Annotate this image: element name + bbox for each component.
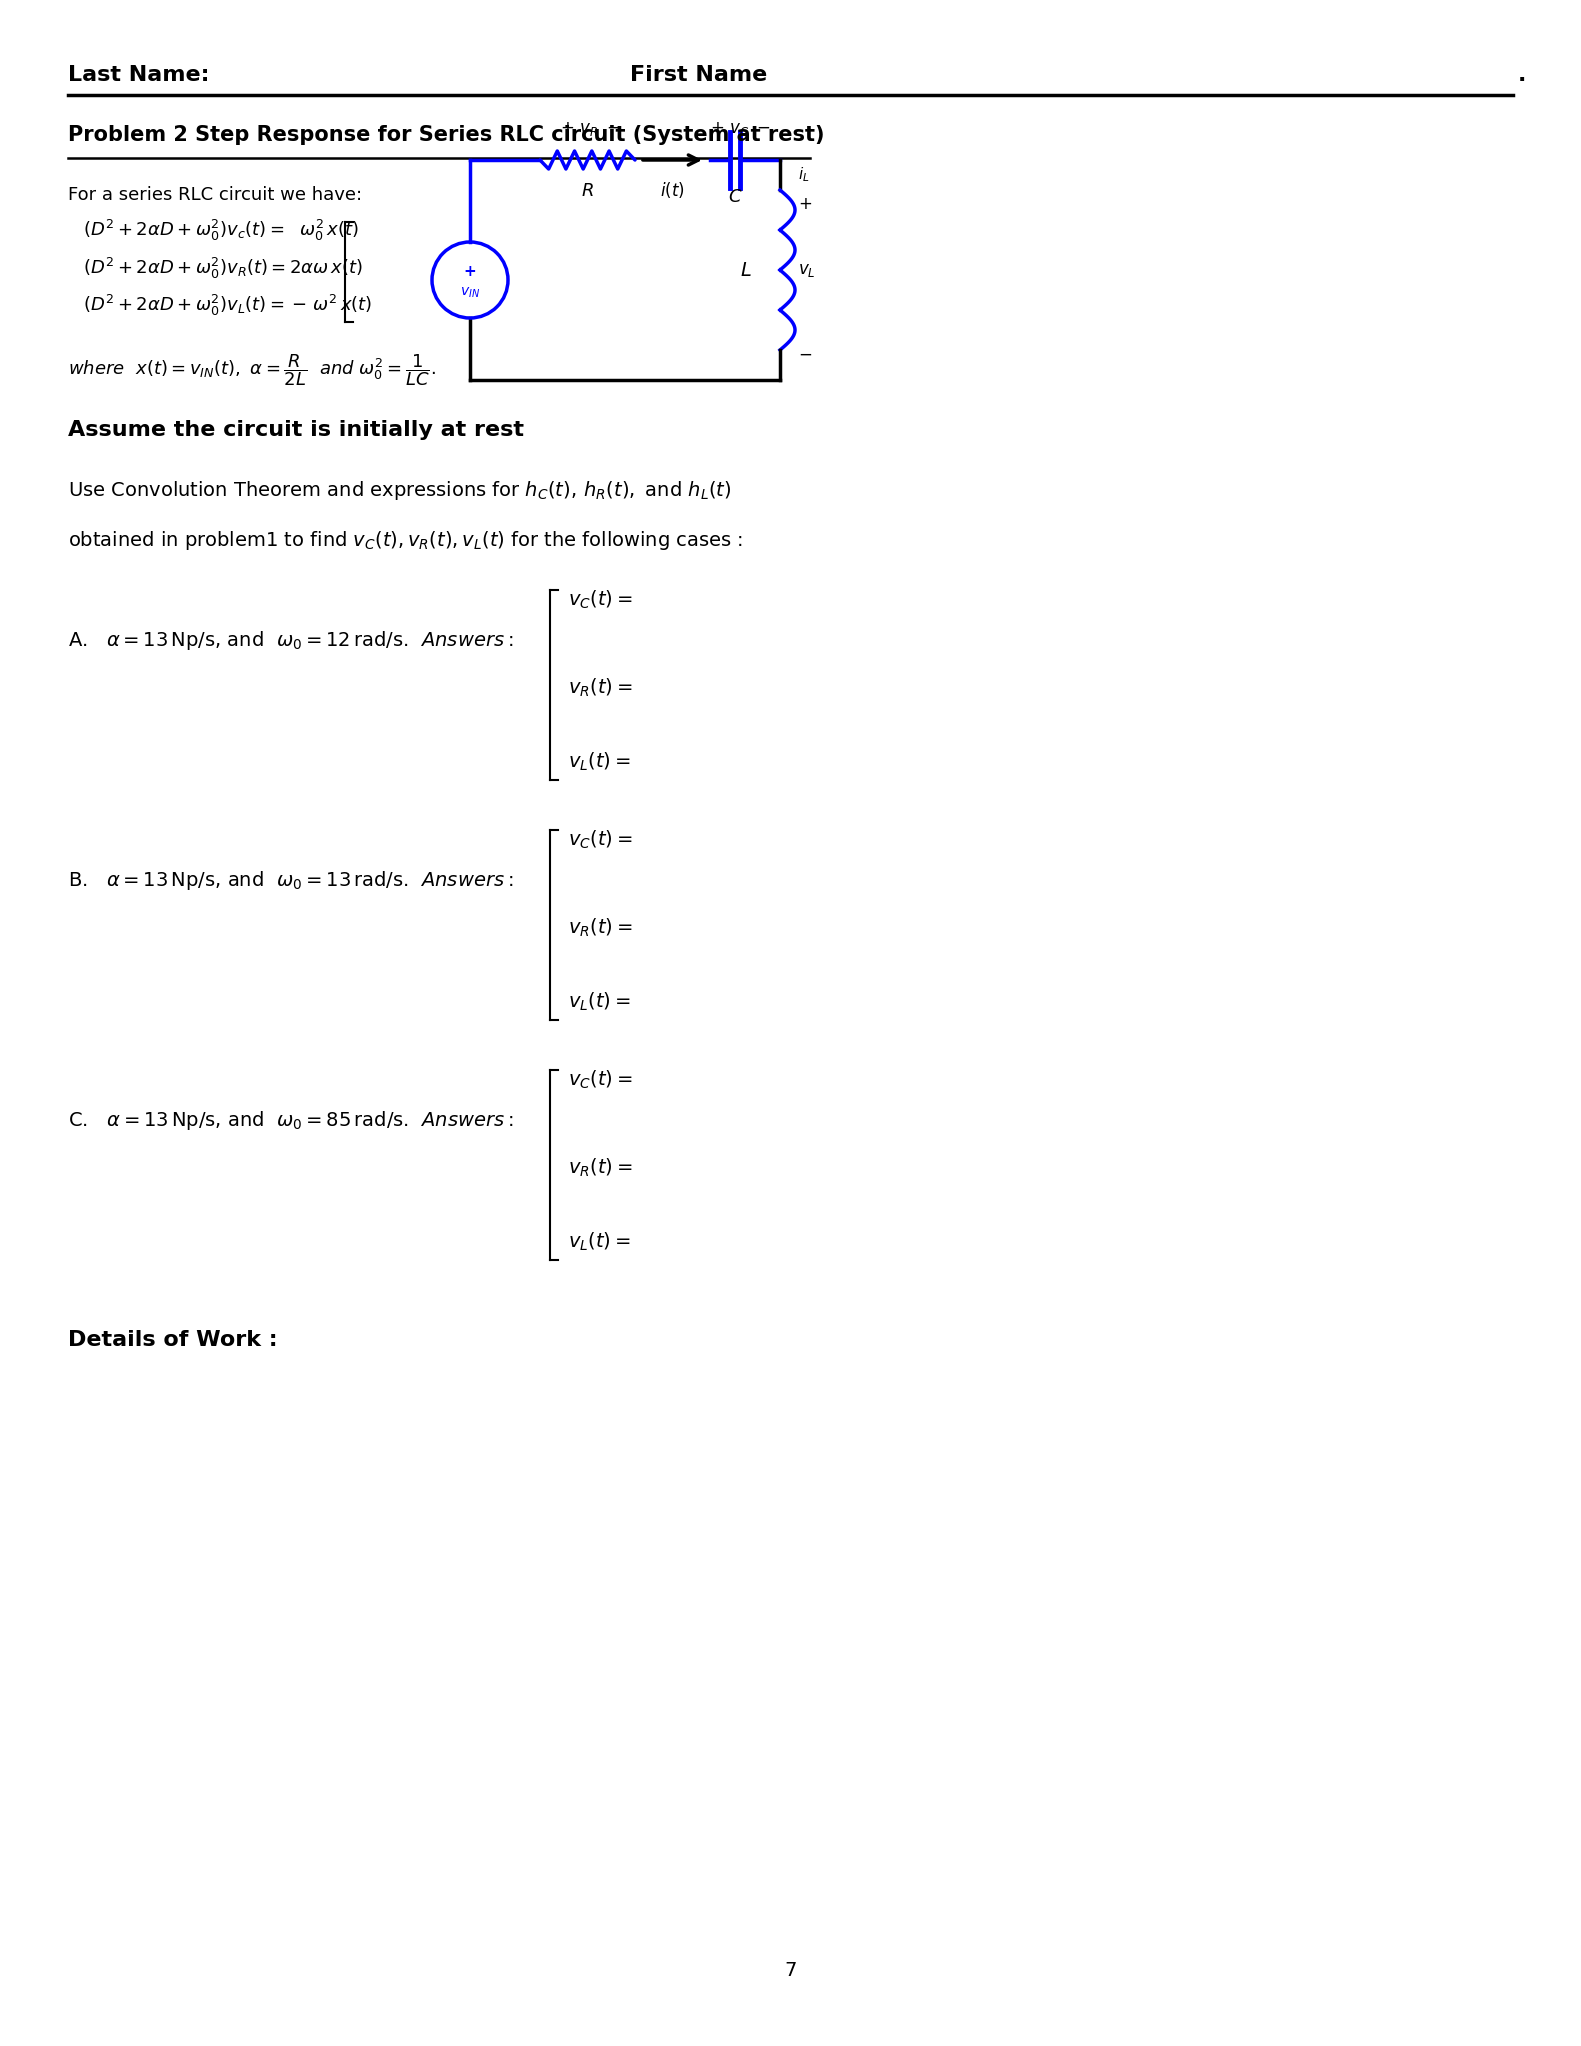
Text: $+\ v_C\ -$: $+\ v_C\ -$ (710, 121, 770, 137)
Text: $R$: $R$ (582, 182, 594, 201)
Text: $L$: $L$ (740, 260, 753, 280)
Text: $v_L$: $v_L$ (798, 262, 816, 278)
Text: obtained in problem1 to find $v_C(t),v_R(t),v_L(t)$ for the following cases :: obtained in problem1 to find $v_C(t),v_R… (68, 528, 743, 552)
Text: $v_C(t)=$: $v_C(t)=$ (568, 829, 632, 851)
Text: $i_L$: $i_L$ (798, 166, 809, 184)
Text: $where\ \ x(t)=v_{\mathit{IN}}(t),\ \alpha = \dfrac{R}{2L}\ \ and\ \omega_0^2 = : $where\ \ x(t)=v_{\mathit{IN}}(t),\ \alp… (68, 352, 436, 389)
Text: $i(t)$: $i(t)$ (661, 180, 685, 201)
Text: $(D^2+2\alpha D+\omega_0^2)v_R(t)=2\alpha\omega\,x(t)$: $(D^2+2\alpha D+\omega_0^2)v_R(t)=2\alph… (82, 256, 364, 280)
Text: $-$: $-$ (798, 346, 813, 362)
Text: Use Convolution Theorem and expressions for $h_C(t),\,h_R(t),$ and $h_L(t)$: Use Convolution Theorem and expressions … (68, 479, 732, 501)
Text: $v_R(t)=$: $v_R(t)=$ (568, 917, 632, 939)
Text: 7: 7 (784, 1960, 797, 1978)
Text: C.   $\alpha=13\,\mathrm{Np/s}$, and  $\omega_0=85\,\mathrm{rad/s}$.  $\mathit{A: C. $\alpha=13\,\mathrm{Np/s}$, and $\ome… (68, 1109, 514, 1131)
Text: Last Name:: Last Name: (68, 65, 210, 86)
Text: +: + (463, 264, 476, 280)
Text: $+\ v_R\ -$: $+\ v_R\ -$ (560, 121, 621, 137)
Text: $+$: $+$ (798, 194, 813, 213)
Text: $(D^2+2\alpha D+\omega_0^2)v_L(t)=-\,\omega^2\,x(t)$: $(D^2+2\alpha D+\omega_0^2)v_L(t)=-\,\om… (82, 293, 373, 317)
Text: $v_L(t)=$: $v_L(t)=$ (568, 990, 631, 1013)
Text: $C$: $C$ (727, 188, 741, 207)
Text: Problem 2 Step Response for Series RLC circuit (System at rest): Problem 2 Step Response for Series RLC c… (68, 125, 825, 145)
Text: .: . (1518, 65, 1526, 86)
Text: $v_R(t)=$: $v_R(t)=$ (568, 677, 632, 700)
Text: $(D^2+2\alpha D+\omega_0^2)v_c(t)=\ \ \omega_0^2\,x(t)$: $(D^2+2\alpha D+\omega_0^2)v_c(t)=\ \ \o… (82, 217, 359, 243)
Text: $v_L(t)=$: $v_L(t)=$ (568, 751, 631, 773)
Text: A.   $\alpha=13\,\mathrm{Np/s}$, and  $\omega_0=12\,\mathrm{rad/s}$.  $\mathit{A: A. $\alpha=13\,\mathrm{Np/s}$, and $\ome… (68, 628, 514, 651)
Text: First Name: First Name (629, 65, 767, 86)
Text: Details of Work :: Details of Work : (68, 1330, 278, 1350)
Text: For a series RLC circuit we have:: For a series RLC circuit we have: (68, 186, 362, 205)
Text: $v_C(t)=$: $v_C(t)=$ (568, 589, 632, 612)
Text: $v_{\mathit{IN}}$: $v_{\mathit{IN}}$ (460, 286, 481, 301)
Text: B.   $\alpha=13\,\mathrm{Np/s}$, and  $\omega_0=13\,\mathrm{rad/s}$.  $\mathit{A: B. $\alpha=13\,\mathrm{Np/s}$, and $\ome… (68, 868, 514, 892)
Text: $v_L(t)=$: $v_L(t)=$ (568, 1232, 631, 1252)
Text: $v_C(t)=$: $v_C(t)=$ (568, 1068, 632, 1091)
Text: $v_R(t)=$: $v_R(t)=$ (568, 1156, 632, 1178)
Text: Assume the circuit is initially at rest: Assume the circuit is initially at rest (68, 419, 523, 440)
